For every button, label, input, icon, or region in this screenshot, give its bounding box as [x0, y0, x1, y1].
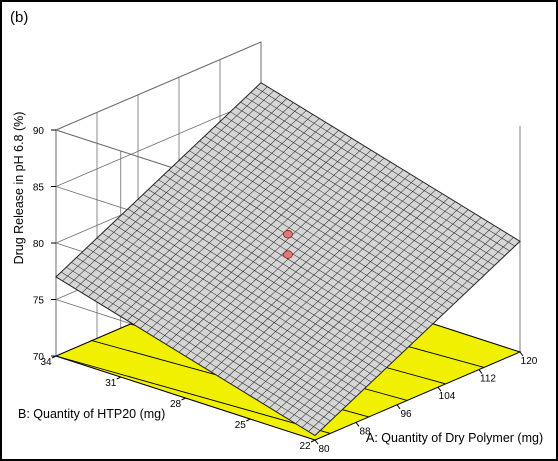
surface-mesh-line-b — [101, 110, 307, 305]
response-surface — [55, 82, 521, 437]
surface-mesh-line-b — [62, 86, 268, 282]
surface-mesh-line-b — [217, 181, 424, 377]
y-tick-mark — [181, 397, 186, 401]
surface-mesh-line-b — [120, 122, 326, 317]
x-tick-mark — [519, 351, 524, 357]
surface-mesh-line-b — [133, 130, 339, 325]
surface-mesh-line-b — [88, 102, 294, 297]
surface-mesh-line-b — [230, 189, 436, 385]
x-tick-mark — [437, 386, 442, 392]
surface-mesh-line-b — [178, 157, 385, 353]
y-tick-mark — [246, 418, 251, 422]
surface-mesh-line-b — [198, 169, 404, 365]
y-tick-label: 31 — [105, 378, 117, 389]
surface-mesh-line-b — [55, 82, 262, 278]
floor-contour-line — [55, 355, 331, 434]
design-points — [283, 230, 293, 259]
surface-mesh-line-b — [172, 153, 378, 349]
surface-mesh-line-b — [146, 138, 352, 333]
surface-mesh-line-b — [114, 118, 320, 313]
z-tick-label: 70 — [33, 352, 45, 363]
surface-mesh-line-b — [237, 193, 443, 389]
x-tick-label: 96 — [400, 409, 412, 420]
surface-mesh-line-b — [301, 233, 508, 428]
x-axis-title: A: Quantity of Dry Polymer (mg) — [366, 431, 543, 445]
surface-mesh-line-b — [68, 90, 275, 285]
surface-mesh-line-b — [127, 126, 333, 321]
surface-mesh-line-b — [211, 177, 417, 373]
surface-mesh-line-b — [256, 205, 462, 400]
x-tick-mark — [355, 422, 360, 427]
y-tick-label: 25 — [235, 420, 247, 431]
surface-mesh-line-b — [185, 161, 391, 357]
y-axis-title: B: Quantity of HTP20 (mg) — [18, 407, 165, 421]
surface-mesh-line-b — [159, 145, 365, 341]
z-axis-title: Drug Release in pH 6.8 (%) — [12, 112, 26, 265]
y-tick-label: 22 — [299, 441, 311, 452]
surface-mesh-line-b — [243, 197, 449, 393]
surface-mesh-line-b — [269, 213, 475, 408]
z-tick-label: 90 — [33, 126, 45, 137]
x-tick-mark — [396, 404, 401, 410]
panel-label: (b) — [10, 9, 28, 26]
z-tick-label: 80 — [33, 239, 45, 250]
design-point-marker — [283, 230, 293, 239]
surface-mesh-line-b — [295, 229, 501, 424]
x-tick-label: 112 — [480, 374, 496, 385]
back-wall-z-gridline — [55, 98, 262, 187]
design-point-marker — [283, 250, 293, 259]
surface-mesh-line-b — [288, 225, 495, 420]
y-tick-label: 28 — [170, 399, 182, 410]
surface-mesh-line-b — [81, 98, 288, 293]
surface-mesh-line-b — [263, 209, 469, 404]
surface-mesh-line-b — [94, 106, 300, 301]
y-tick-mark — [116, 376, 121, 380]
surface-mesh-line-b — [275, 217, 482, 412]
surface-mesh-line-b — [107, 114, 313, 309]
surface-mesh-line-b — [191, 165, 398, 361]
x-tick-label: 80 — [318, 444, 330, 455]
x-tick-mark — [478, 369, 483, 374]
surface-mesh-line-b — [314, 241, 521, 436]
y-tick-mark — [310, 439, 316, 443]
z-tick-label: 75 — [33, 296, 45, 307]
x-tick-label: 88 — [359, 426, 371, 437]
surface-mesh-line-b — [140, 134, 346, 329]
x-tick-label: 104 — [439, 391, 456, 402]
surface-mesh-line-b — [204, 173, 411, 369]
surface-mesh-line-b — [224, 185, 430, 381]
surface-mesh-line-b — [165, 149, 372, 345]
surface-mesh-line-b — [152, 141, 359, 337]
surface-mesh-line-b — [250, 201, 456, 396]
y-tick-label: 34 — [40, 357, 52, 368]
z-tick-label: 85 — [33, 183, 45, 194]
surface-mesh-line-b — [308, 237, 514, 432]
back-wall-z-gridline — [55, 41, 262, 131]
surface-mesh-line-b — [282, 221, 488, 416]
x-tick-label: 120 — [521, 356, 538, 367]
x-tick-mark — [314, 439, 319, 445]
surface-mesh-line-b — [75, 94, 281, 289]
